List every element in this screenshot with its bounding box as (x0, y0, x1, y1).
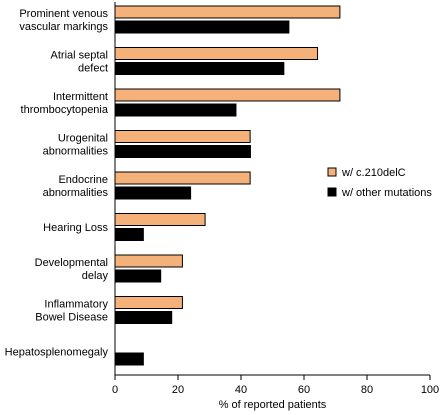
bar-c210delc-3 (114, 130, 251, 143)
x-axis: 0 20 40 60 80 100 (112, 2, 439, 396)
legend-label-0: w/ c.210delC (341, 167, 406, 179)
bar-c210delc-6 (114, 254, 183, 268)
bar-c210delc-5 (114, 213, 206, 226)
bar-other-6 (114, 269, 162, 283)
legend-swatch-0 (327, 167, 337, 177)
category-label: Endocrine (58, 174, 108, 186)
x-tick-label: 0 (112, 384, 118, 396)
bar-c210delc-0 (114, 5, 341, 19)
category-label: Urogenital (58, 133, 108, 145)
category-label: Inflammatory (44, 299, 108, 311)
x-tick-label: 60 (298, 384, 310, 396)
bar-other-5 (114, 228, 144, 241)
category-label: delay (82, 270, 109, 282)
category-label: abnormalities (43, 187, 109, 199)
category-label: Atrial septal (51, 50, 108, 62)
bar-other-7 (114, 311, 173, 324)
category-label: Hepatosplenomegaly (5, 347, 109, 359)
category-label: Intermittent (53, 91, 108, 103)
bar-other-3 (114, 145, 251, 158)
category-label: defect (78, 63, 108, 75)
legend-swatch-1 (327, 187, 337, 197)
bar-other-1 (114, 62, 285, 75)
category-label: thrombocytopenia (21, 104, 109, 116)
x-tick-label: 100 (421, 384, 439, 396)
category-label: Developmental (35, 257, 108, 269)
bar-c210delc-4 (114, 171, 251, 185)
category-label: Bowel Disease (35, 312, 108, 324)
legend-label-1: w/ other mutations (341, 187, 432, 199)
category-label: vascular markings (19, 21, 108, 33)
bar-other-4 (114, 186, 192, 200)
bar-other-0 (114, 20, 290, 34)
bar-other-8 (114, 352, 144, 366)
bar-other-2 (114, 103, 237, 117)
category-label: Prominent venous (19, 8, 108, 20)
x-tick-label: 20 (172, 384, 184, 396)
category-label: abnormalities (43, 146, 109, 158)
legend: w/ c.210delC w/ other mutations (327, 167, 432, 199)
bar-c210delc-2 (114, 88, 341, 102)
x-axis-title: % of reported patients (219, 399, 327, 411)
bar-c210delc-1 (114, 47, 319, 60)
bar-c210delc-7 (114, 296, 183, 309)
bars (114, 5, 341, 366)
x-tick-label: 80 (361, 384, 373, 396)
category-label: Hearing Loss (43, 222, 108, 234)
x-tick-label: 40 (235, 384, 247, 396)
